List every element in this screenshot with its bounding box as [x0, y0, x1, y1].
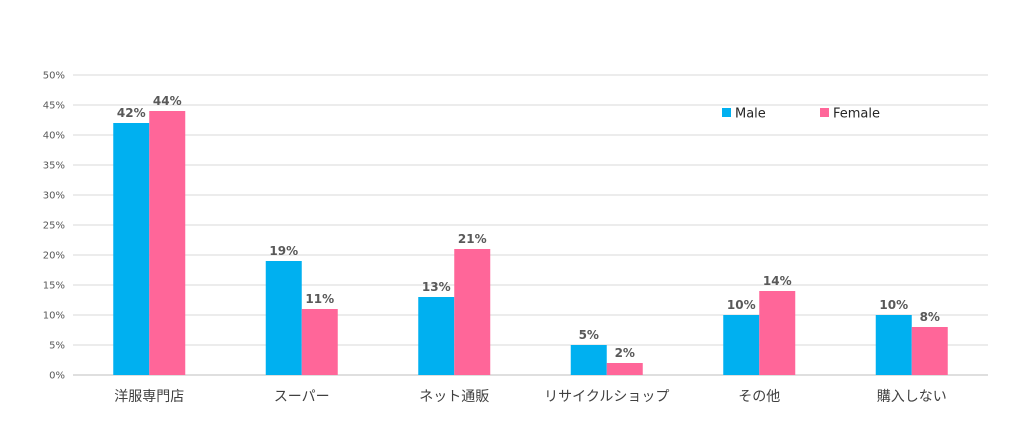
y-tick-label: 0%: [49, 371, 65, 382]
bar-female: [759, 291, 796, 375]
data-label-male: 10%: [727, 298, 756, 312]
category-label: ネット通販: [419, 389, 489, 405]
data-label-male: 13%: [422, 280, 451, 294]
legend-label-female: Female: [833, 107, 880, 122]
data-label-male: 5%: [579, 328, 599, 342]
legend-swatch-female: [820, 108, 829, 117]
y-tick-label: 5%: [49, 341, 65, 352]
y-tick-label: 30%: [43, 191, 65, 202]
data-label-female: 8%: [920, 310, 940, 324]
y-tick-label: 40%: [43, 131, 65, 142]
bar-female: [911, 327, 948, 375]
data-label-male: 42%: [117, 106, 146, 120]
bar-male: [570, 345, 607, 375]
y-tick-label: 35%: [43, 161, 65, 172]
data-label-female: 44%: [153, 94, 182, 108]
bar-male: [113, 123, 150, 375]
bar-female: [454, 249, 491, 375]
bar-female: [149, 111, 186, 375]
category-label: その他: [738, 389, 780, 405]
data-labels: 42% 44% 19% 11% 13% 21% 5% 2% 10% 14% 10% 8%: [117, 94, 940, 360]
data-label-female: 11%: [305, 292, 334, 306]
bar-male: [265, 261, 302, 375]
legend: Male Female: [722, 107, 880, 122]
data-label-female: 2%: [615, 346, 635, 360]
y-tick-label: 10%: [43, 311, 65, 322]
y-axis-ticks: 0% 5% 10% 15% 20% 25% 30% 35% 40% 45% 50%: [43, 71, 65, 382]
legend-swatch-male: [722, 108, 731, 117]
category-label: スーパー: [274, 389, 330, 405]
gridlines: [73, 74, 988, 376]
y-tick-label: 45%: [43, 101, 65, 112]
category-label: 購入しない: [877, 389, 947, 405]
x-axis-categories: 洋服専門店 スーパー ネット通販 リサイクルショップ その他 購入しない: [114, 389, 947, 405]
category-label: 洋服専門店: [114, 389, 184, 405]
data-label-male: 19%: [269, 244, 298, 258]
y-tick-label: 25%: [43, 221, 65, 232]
bars: [113, 111, 948, 375]
y-tick-label: 15%: [43, 281, 65, 292]
category-label: リサイクルショップ: [544, 389, 669, 405]
bar-male: [875, 315, 912, 375]
y-tick-label: 20%: [43, 251, 65, 262]
data-label-male: 10%: [879, 298, 908, 312]
bar-male: [418, 297, 455, 375]
y-tick-label: 50%: [43, 71, 65, 82]
data-label-female: 21%: [458, 232, 487, 246]
legend-label-male: Male: [735, 107, 766, 122]
bar-female: [606, 363, 643, 375]
data-label-female: 14%: [763, 274, 792, 288]
bar-female: [301, 309, 338, 375]
bar-male: [723, 315, 760, 375]
